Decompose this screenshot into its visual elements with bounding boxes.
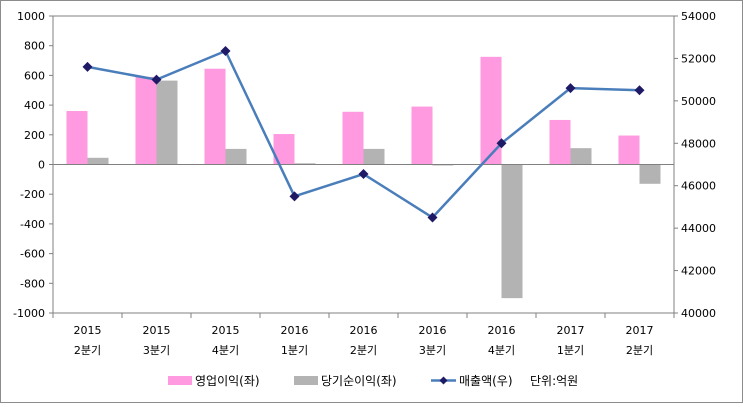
legend: 영업이익(좌) 당기순이익(좌) 매출액(우) 단위:억원 (168, 374, 578, 388)
bar-operating-profit (549, 119, 571, 165)
bar-net-income (639, 164, 661, 184)
right-axis-tick-label: 42000 (681, 265, 716, 278)
bar-operating-profit (273, 134, 295, 165)
bar-net-income (156, 80, 178, 165)
category-label-quarter: 2분기 (350, 344, 377, 357)
bar-net-income (570, 148, 592, 165)
left-axis-tick-label: 1000 (17, 10, 45, 23)
bar-operating-profit (66, 111, 88, 165)
right-axis-tick-label: 54000 (681, 10, 716, 23)
category-label-quarter: 1분기 (557, 344, 584, 357)
category-label-year: 2016 (488, 324, 516, 337)
revenue-point (220, 46, 231, 57)
left-axis-tick-label: 200 (24, 129, 45, 142)
bar-net-income (501, 164, 523, 299)
bar-operating-profit (135, 76, 157, 165)
unit-note: 단위:억원 (530, 374, 578, 388)
category-label-year: 2015 (74, 324, 102, 337)
category-label-quarter: 3분기 (143, 344, 170, 357)
bar-operating-profit (618, 135, 640, 165)
category-label-quarter: 1분기 (281, 344, 308, 357)
right-axis-tick-label: 44000 (681, 222, 716, 235)
revenue-point (427, 212, 438, 223)
revenue-point (358, 169, 369, 180)
right-axis-tick-label: 48000 (681, 137, 716, 150)
category-label-year: 2017 (557, 324, 585, 337)
category-label-year: 2016 (419, 324, 447, 337)
left-axis-tick-label: -1000 (13, 307, 45, 320)
category-label-year: 2016 (350, 324, 378, 337)
category-label-year: 2017 (626, 324, 654, 337)
bar-net-income (363, 148, 385, 165)
revenue-point (289, 191, 300, 202)
left-axis-tick-label: 600 (24, 69, 45, 82)
category-label-year: 2015 (212, 324, 240, 337)
right-axis-tick-label: 52000 (681, 52, 716, 65)
bar-operating-profit (411, 106, 433, 165)
bar-operating-profit (480, 56, 502, 165)
revenue-point (565, 83, 576, 94)
left-axis-tick-label: -600 (20, 248, 45, 261)
category-label-year: 2016 (281, 324, 309, 337)
left-axis-tick-label: -400 (20, 218, 45, 231)
legend-label-operating-profit: 영업이익(좌) (195, 374, 260, 388)
legend-swatch-operating-profit (168, 376, 192, 385)
bar-operating-profit (204, 68, 226, 165)
category-label-quarter: 3분기 (419, 344, 446, 357)
revenue-point (82, 61, 93, 72)
revenue-point (496, 138, 507, 149)
right-axis-tick-label: 50000 (681, 95, 716, 108)
legend-label-revenue: 매출액(우) (459, 374, 513, 388)
left-axis-tick-label: 800 (24, 40, 45, 53)
category-label-quarter: 2분기 (626, 344, 653, 357)
category-label-quarter: 4분기 (212, 344, 239, 357)
bar-net-income (225, 148, 247, 165)
legend-swatch-revenue-marker (439, 376, 448, 385)
bar-operating-profit (342, 111, 364, 165)
bar-net-income (294, 163, 316, 165)
revenue-point (151, 74, 162, 85)
legend-label-net-income: 당기순이익(좌) (321, 374, 397, 388)
category-label-quarter: 2분기 (74, 344, 101, 357)
right-axis-tick-label: 40000 (681, 307, 716, 320)
left-axis-tick-label: 0 (38, 159, 45, 172)
left-axis-tick-label: -200 (20, 188, 45, 201)
legend-swatch-net-income (294, 376, 318, 385)
category-label-quarter: 4분기 (488, 344, 515, 357)
category-label-year: 2015 (143, 324, 171, 337)
left-axis-tick-label: 400 (24, 99, 45, 112)
left-axis-tick-label: -800 (20, 277, 45, 290)
bar-net-income (87, 157, 109, 165)
revenue-point (634, 85, 645, 96)
right-axis-tick-label: 46000 (681, 180, 716, 193)
